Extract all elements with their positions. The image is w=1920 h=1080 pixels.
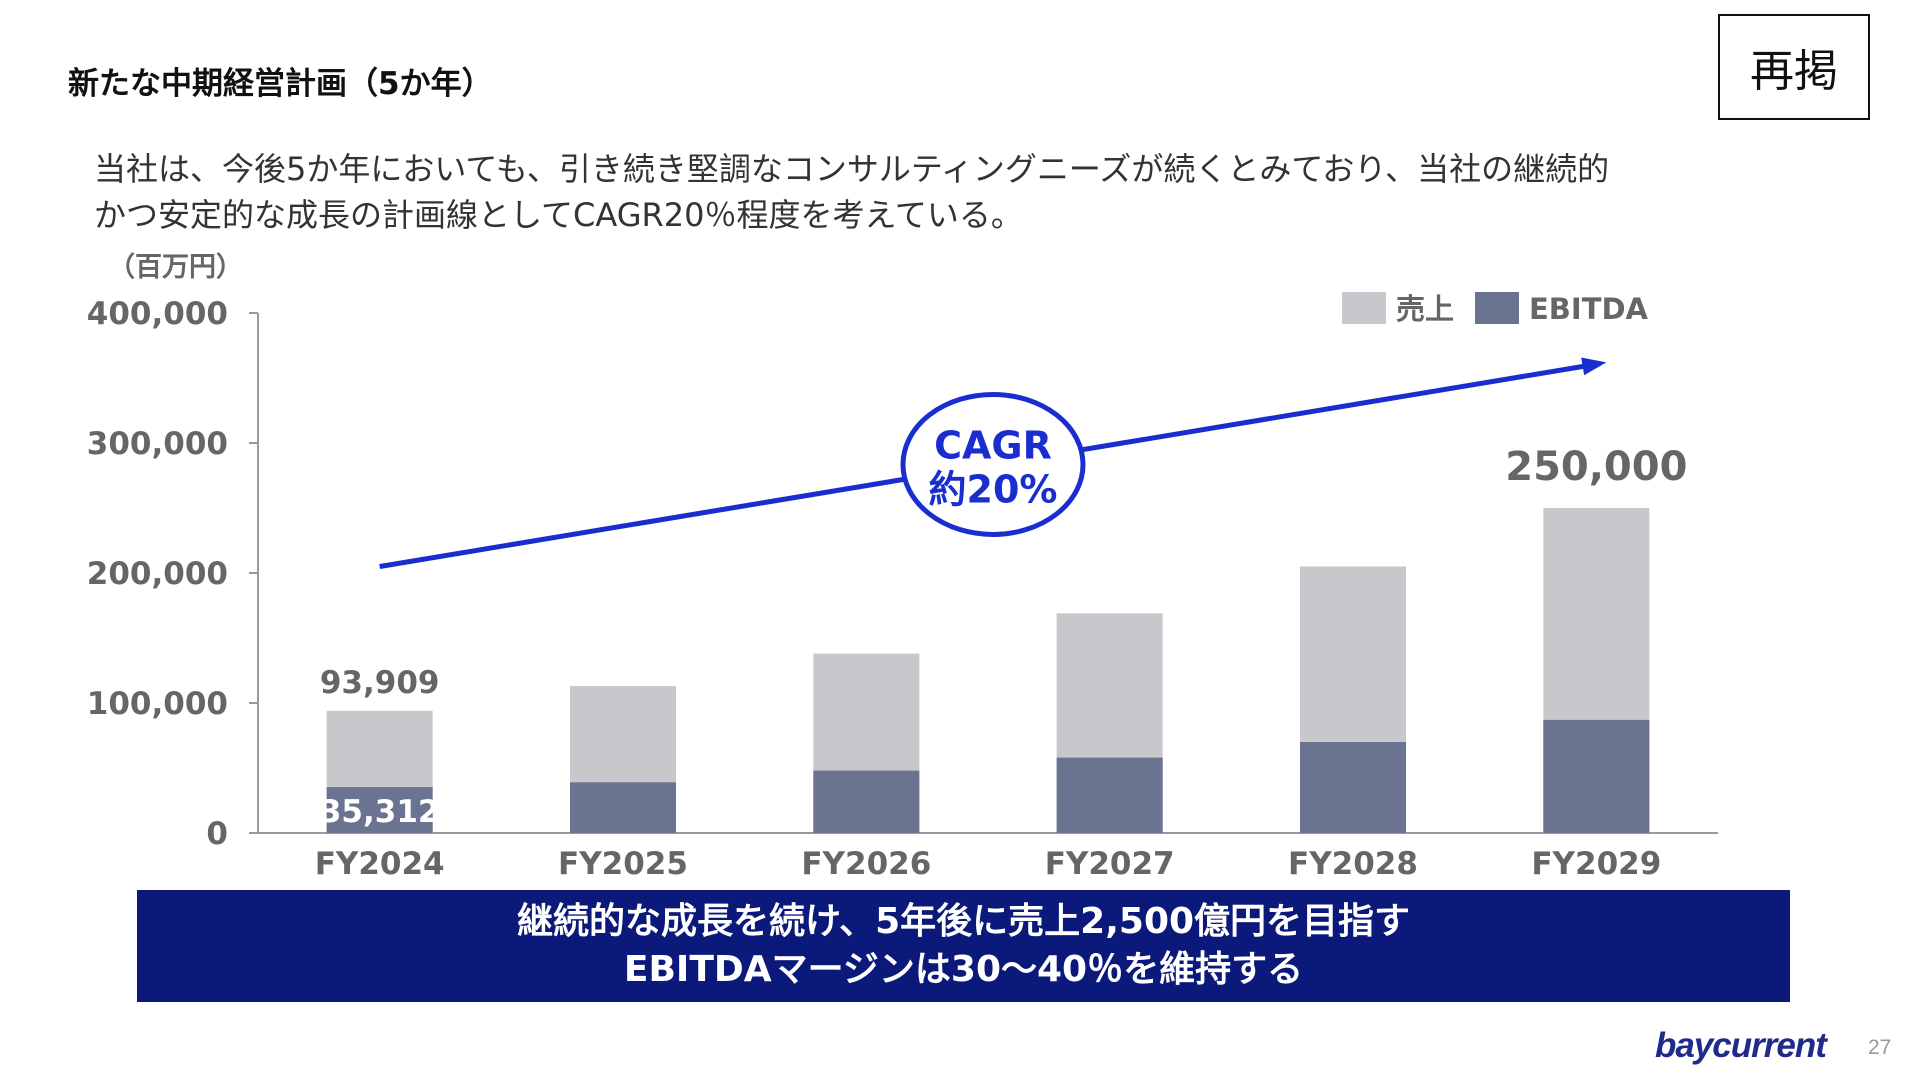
data-label-sales: 250,000 xyxy=(1505,444,1687,490)
y-tick-label: 200,000 xyxy=(87,556,228,592)
repost-badge: 再掲 xyxy=(1718,14,1870,120)
cagr-label-line-2: 約20% xyxy=(929,467,1058,511)
lead-text: 当社は、今後5か年においても、引き続き堅調なコンサルティングニーズが続くとみてお… xyxy=(94,146,1884,238)
y-tick-label: 400,000 xyxy=(87,296,228,332)
x-tick-label: FY2024 xyxy=(315,846,445,882)
data-label-sales: 93,909 xyxy=(320,665,440,701)
x-tick-label: FY2028 xyxy=(1288,846,1418,882)
x-tick-label: FY2029 xyxy=(1531,846,1661,882)
cagr-ellipse xyxy=(900,391,1086,537)
x-tick-label: FY2025 xyxy=(558,846,688,882)
bar-ebitda-fy2027 xyxy=(1056,757,1163,833)
bar-ebitda-fy2028 xyxy=(1300,742,1406,833)
slide-title: 新たな中期経営計画（5か年） xyxy=(68,66,493,102)
legend-label-ebitda: EBITDA xyxy=(1529,292,1649,326)
lead-line-1: 当社は、今後5か年においても、引き続き堅調なコンサルティングニーズが続くとみてお… xyxy=(94,150,1610,188)
y-tick-label: 300,000 xyxy=(87,426,228,462)
x-tick-label: FY2026 xyxy=(801,846,931,882)
banner-line-2: EBITDAマージンは30～40％を維持する xyxy=(623,949,1304,990)
legend-swatch-sales xyxy=(1342,292,1386,324)
cagr-arrowhead xyxy=(1581,357,1607,376)
summary-banner: 継続的な成長を続け、5年後に売上2,500億円を目指す EBITDAマージンは3… xyxy=(137,890,1790,1002)
y-unit-label: （百万円） xyxy=(108,252,243,283)
baycurrent-logo: baycurrent xyxy=(1655,1026,1827,1065)
bar-ebitda-fy2026 xyxy=(813,770,920,833)
banner-line-1: 継続的な成長を続け、5年後に売上2,500億円を目指す xyxy=(516,901,1411,942)
x-tick-label: FY2027 xyxy=(1045,846,1175,882)
lead-line-2: かつ安定的な成長の計画線としてCAGR20％程度を考えている。 xyxy=(94,196,1023,234)
y-tick-label: 100,000 xyxy=(87,686,228,722)
bar-ebitda-fy2029 xyxy=(1543,719,1650,833)
page-number: 27 xyxy=(1868,1036,1892,1059)
bar-ebitda-fy2024 xyxy=(326,787,433,833)
y-tick-label: 0 xyxy=(206,816,228,852)
legend-label-sales: 売上 xyxy=(1396,292,1454,326)
cagr-label-line-1: CAGR xyxy=(934,423,1052,467)
bar-ebitda-fy2025 xyxy=(570,782,676,833)
legend-swatch-ebitda xyxy=(1475,292,1519,324)
data-label-ebitda: 35,312 xyxy=(320,794,440,830)
